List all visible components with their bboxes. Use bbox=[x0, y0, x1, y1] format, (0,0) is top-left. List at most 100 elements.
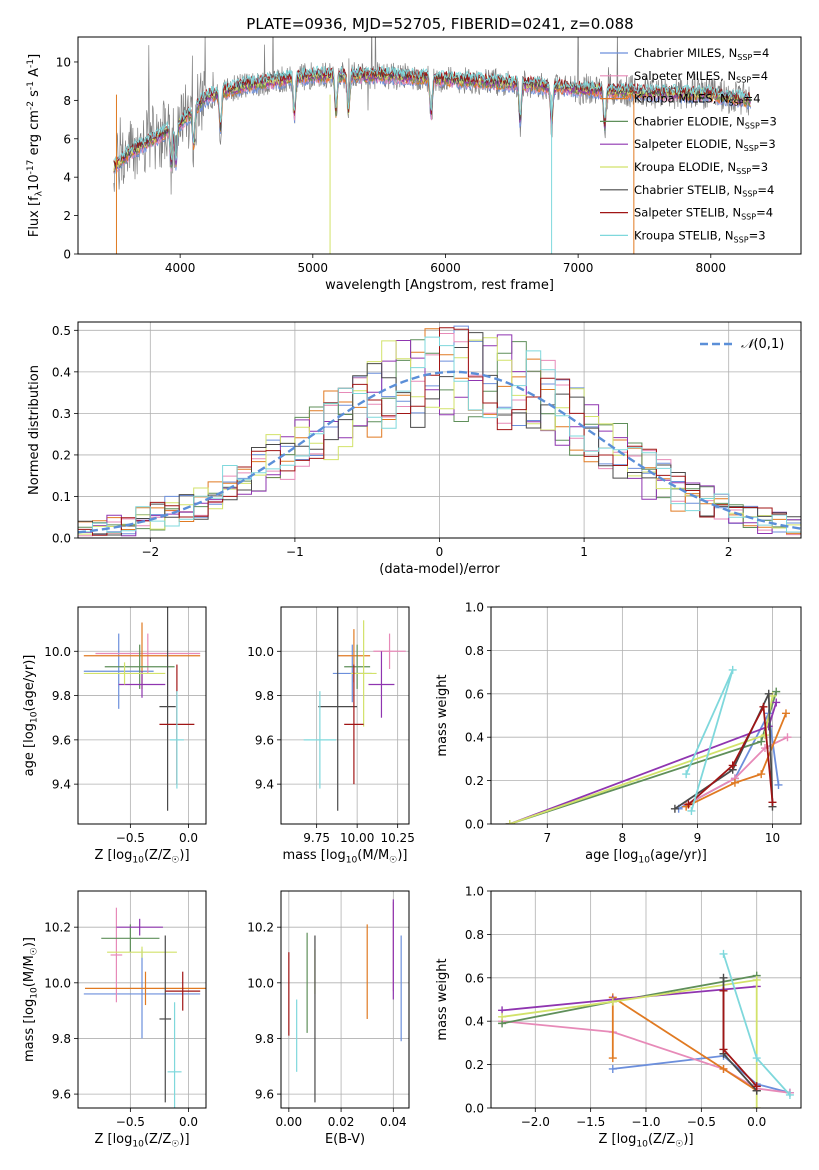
age_vs_mass-xlabel: mass [log10(M/M☉)] bbox=[283, 848, 408, 865]
mass-weight-marker bbox=[752, 1082, 761, 1091]
y-tick-label: 0.4 bbox=[465, 1015, 484, 1029]
mass-weight-marker bbox=[757, 737, 766, 746]
x-tick-label: 8 bbox=[619, 831, 627, 845]
y-tick-label: 10.2 bbox=[44, 921, 71, 935]
y-tick-label: 9.6 bbox=[255, 733, 274, 747]
x-tick-label: 2 bbox=[725, 545, 733, 559]
x-tick-label: 7 bbox=[543, 831, 551, 845]
x-tick-label: 1 bbox=[580, 545, 588, 559]
x-tick-label: 10 bbox=[765, 831, 780, 845]
mass-weight-marker bbox=[608, 1064, 617, 1073]
x-tick-label: 9.75 bbox=[303, 831, 330, 845]
mass-weight-marker bbox=[752, 1054, 761, 1063]
mass-weight-marker bbox=[785, 1090, 794, 1099]
x-tick-label: 0.00 bbox=[275, 1115, 302, 1129]
mass-weight-marker bbox=[764, 689, 773, 698]
y-tick-label: 2 bbox=[63, 209, 71, 223]
y-tick-label: 0.4 bbox=[465, 731, 484, 745]
y-tick-label: 0.0 bbox=[465, 1102, 484, 1116]
mass-weight-marker bbox=[774, 780, 783, 789]
y-tick-label: 1.0 bbox=[465, 885, 484, 899]
axes-frame bbox=[280, 606, 410, 825]
figure-title: PLATE=0936, MJD=52705, FIBERID=0241, z=0… bbox=[246, 15, 633, 33]
x-tick-label: 0.0 bbox=[179, 831, 198, 845]
mass-weight-marker bbox=[498, 1012, 507, 1021]
axes-frame bbox=[77, 36, 802, 255]
errorbar-point-8 bbox=[169, 691, 184, 789]
y-tick-label: 10 bbox=[56, 55, 71, 69]
mass-weight-marker bbox=[783, 733, 792, 742]
mass_weight_vs_z-xlabel: Z [log10(Z/Z☉)] bbox=[598, 1132, 693, 1149]
y-tick-label: 0.6 bbox=[465, 971, 484, 985]
x-tick-label: −1.0 bbox=[631, 1115, 660, 1129]
errorbar-point-3 bbox=[104, 644, 175, 689]
normal-reference-curve bbox=[78, 370, 801, 534]
y-tick-label: 0.0 bbox=[52, 532, 71, 546]
mass-weight-marker bbox=[719, 973, 728, 982]
residual-histogram-8 bbox=[78, 336, 801, 533]
y-tick-label: 0.2 bbox=[52, 448, 71, 462]
legend-entry-5: Kroupa ELODIE, NSSP=3 bbox=[634, 160, 768, 176]
mass-weight-line-5 bbox=[501, 978, 758, 1108]
errorbar-point-5 bbox=[350, 620, 377, 727]
mass-weight-marker bbox=[759, 702, 768, 711]
mass-weight-marker bbox=[728, 761, 737, 770]
x-tick-label: −0.5 bbox=[116, 831, 145, 845]
age_vs_z-panel: −0.5 0.0 9.4 9.6 9.8 10.0 Z [log10(Z/Z☉)] age [… bbox=[22, 606, 207, 865]
mass-weight-marker bbox=[684, 800, 693, 809]
y-tick-label: 10.0 bbox=[247, 976, 274, 990]
y-tick-label: 0.6 bbox=[465, 687, 484, 701]
legend-entry-normal: 𝒩(0,1) bbox=[741, 337, 784, 352]
mass_vs_ebv-xlabel: E(B-V) bbox=[325, 1132, 365, 1147]
axes-frame bbox=[490, 890, 802, 1109]
x-tick-label: 6000 bbox=[430, 261, 461, 275]
mass-weight-marker bbox=[768, 798, 777, 807]
residuals-ylabel: Normed distribution bbox=[27, 365, 42, 495]
mass-weight-line-7 bbox=[687, 703, 774, 806]
x-tick-label: −1 bbox=[286, 545, 304, 559]
mass_vs_ebv-plot-area bbox=[288, 899, 402, 1103]
axes-frame bbox=[280, 890, 410, 1109]
y-tick-label: 10.2 bbox=[247, 921, 274, 935]
x-tick-label: −0.5 bbox=[116, 1115, 145, 1129]
x-tick-label: 0.0 bbox=[179, 1115, 198, 1129]
y-tick-label: 0 bbox=[63, 248, 71, 262]
errorbar-point-8 bbox=[303, 691, 337, 789]
mass_weight_vs_age-ylabel: mass weight bbox=[435, 674, 450, 756]
y-tick-label: 9.4 bbox=[255, 778, 274, 792]
errorbar-point-6 bbox=[318, 607, 358, 811]
errorbar-point-2 bbox=[84, 971, 206, 1006]
age_vs_z-plot-area bbox=[83, 607, 201, 811]
residuals-panel: −2 −1 0 1 2 0.0 0.1 0.2 0.3 0.4 0.5 (data-model)/er… bbox=[27, 321, 802, 577]
mass-weight-marker bbox=[719, 949, 728, 958]
age_vs_z-xlabel: Z [log10(Z/Z☉)] bbox=[94, 848, 189, 865]
errorbar-point-1 bbox=[110, 907, 123, 1003]
mass-weight-marker bbox=[608, 1054, 617, 1063]
errorbar-point-7 bbox=[165, 971, 201, 1011]
y-tick-label: 0.8 bbox=[465, 644, 484, 658]
errorbar-point-4 bbox=[116, 918, 163, 936]
legend-entry-2: Kroupa MILES, NSSP=4 bbox=[634, 92, 761, 108]
legend-entry-8: Kroupa STELIB, NSSP=3 bbox=[634, 228, 766, 244]
legend-entry-6: Chabrier STELIB, NSSP=4 bbox=[634, 183, 774, 199]
axes-frame bbox=[490, 606, 802, 825]
residuals-legend: 𝒩(0,1) bbox=[700, 337, 784, 352]
mass_weight_vs_age-plot-area bbox=[505, 665, 792, 824]
spectrum-panel: 4000 5000 6000 7000 8000 0 2 4 6 8 10 wavelength [A… bbox=[26, 36, 802, 293]
mass_vs_ebv-panel: 0.00 0.02 0.04 9.6 9.8 10.0 10.2 E(B-V) bbox=[247, 890, 410, 1147]
errorbar-point-3 bbox=[344, 644, 371, 689]
mass-weight-line-2 bbox=[685, 712, 787, 808]
residual-histogram-7 bbox=[78, 327, 801, 536]
mass_vs_z-plot-area bbox=[83, 907, 206, 1108]
x-tick-label: 10.00 bbox=[340, 831, 374, 845]
y-tick-label: 4 bbox=[63, 171, 71, 185]
x-tick-label: 9 bbox=[694, 831, 702, 845]
age_vs_z-ylabel: age [log10(age/yr)] bbox=[22, 655, 39, 777]
y-tick-label: 9.6 bbox=[255, 1088, 274, 1102]
mass-weight-marker bbox=[505, 820, 514, 824]
y-tick-label: 6 bbox=[63, 132, 71, 146]
y-tick-label: 10.0 bbox=[44, 976, 71, 990]
y-tick-label: 0.1 bbox=[52, 490, 71, 504]
mass_vs_z-xlabel: Z [log10(Z/Z☉)] bbox=[94, 1132, 189, 1149]
